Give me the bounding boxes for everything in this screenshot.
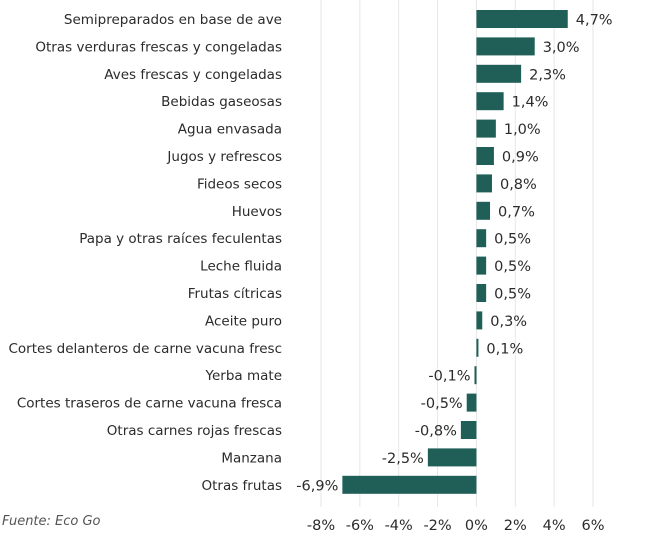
bar	[474, 366, 477, 385]
bar	[476, 92, 504, 111]
x-tick-label: 0%	[465, 518, 488, 533]
x-tick-label: -2%	[423, 518, 451, 533]
bar	[476, 37, 535, 56]
bar	[476, 10, 568, 28]
bar	[466, 393, 477, 412]
value-label: 0,3%	[490, 314, 527, 330]
x-tick-label: -6%	[346, 518, 374, 533]
value-label: -0,5%	[421, 396, 463, 412]
category-label: Jugos y refrescos	[166, 149, 282, 165]
value-label: 1,0%	[504, 122, 541, 138]
bar	[476, 284, 487, 302]
value-labels: 4,7% 3,0% 2,3% 1,4% 1,0% 0,9% 0,8% 0,7% 0,5% 0,5%…	[296, 13, 612, 495]
bar	[476, 229, 487, 248]
value-label: 4,7%	[576, 13, 613, 29]
bars	[342, 10, 568, 494]
category-label: Agua envasada	[178, 122, 282, 138]
category-label: Semipreparados en base de ave	[64, 12, 282, 28]
x-tick-label: -8%	[307, 518, 335, 533]
category-label: Aceite puro	[205, 313, 282, 329]
value-label: 3,0%	[543, 40, 580, 56]
gridlines	[320, 0, 594, 507]
category-label: Cortes traseros de carne vacuna fresca	[17, 396, 282, 412]
source-note: Fuente: Eco Go	[2, 514, 101, 529]
value-label: 1,4%	[512, 95, 549, 111]
value-label: 0,5%	[494, 259, 531, 275]
x-tick-label: 4%	[543, 518, 566, 533]
value-label: 0,8%	[500, 177, 537, 193]
category-label: Otras verduras frescas y congeladas	[35, 39, 282, 55]
bar	[476, 64, 522, 83]
value-label: 0,7%	[498, 204, 535, 220]
category-label: Otras frutas	[201, 478, 282, 494]
bar	[427, 448, 477, 467]
bar	[476, 311, 483, 330]
category-label: Leche fluida	[200, 259, 282, 275]
category-label: Yerba mate	[205, 368, 282, 384]
bar	[476, 119, 496, 138]
value-label: 2,3%	[529, 67, 566, 83]
value-label: -6,9%	[296, 478, 338, 494]
category-label: Papa y otras raíces feculentas	[79, 231, 282, 247]
value-label: 0,1%	[486, 341, 523, 357]
category-label: Fideos secos	[197, 176, 282, 192]
category-label: Frutas cítricas	[188, 286, 282, 302]
value-label: 0,5%	[494, 287, 531, 303]
category-label: Aves frescas y congeladas	[104, 67, 282, 83]
category-label: Bebidas gaseosas	[161, 94, 282, 110]
value-label: -0,8%	[415, 424, 457, 440]
x-tick-label: 2%	[504, 518, 527, 533]
category-label: Huevos	[232, 204, 282, 220]
bar	[476, 147, 494, 165]
bar	[460, 421, 477, 439]
bar	[476, 338, 479, 357]
category-label: Cortes delanteros de carne vacuna fresc	[8, 341, 282, 357]
value-label: -0,1%	[428, 369, 470, 385]
value-label: 0,9%	[502, 150, 539, 166]
x-tick-label: -4%	[385, 518, 413, 533]
category-label: Otras carnes rojas frescas	[107, 423, 282, 439]
x-axis-ticks: -8% -6% -4% -2% 0% 2% 4% 6%	[307, 518, 605, 533]
bar	[476, 174, 492, 193]
value-label: 0,5%	[494, 232, 531, 248]
bar	[476, 256, 487, 275]
x-tick-label: 6%	[581, 518, 604, 533]
bar	[476, 201, 491, 220]
category-label: Manzana	[221, 450, 282, 466]
category-labels: Semipreparados en base de ave Otras verdu…	[8, 12, 282, 494]
bar	[342, 475, 477, 494]
value-label: -2,5%	[382, 451, 424, 467]
